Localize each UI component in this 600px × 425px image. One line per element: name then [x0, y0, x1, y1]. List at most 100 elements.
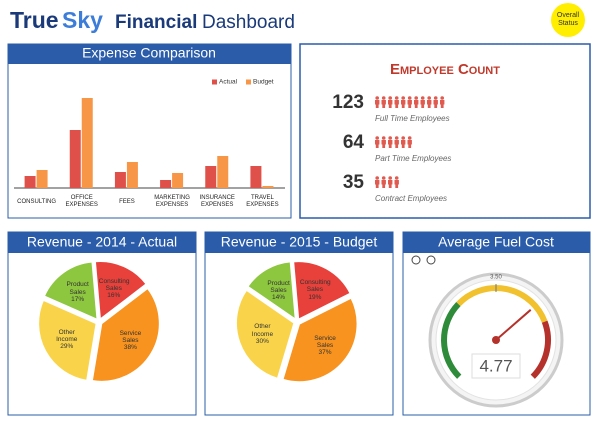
person-body — [388, 140, 393, 148]
person-body — [388, 180, 393, 188]
x-tick-label: CONSULTING — [17, 198, 57, 205]
legend-swatch — [212, 79, 217, 85]
panel-title: Average Fuel Cost — [438, 234, 554, 250]
person-head — [401, 96, 406, 100]
panel — [7, 43, 292, 219]
pie-slice — [91, 287, 161, 383]
status-label: Overall Status — [556, 12, 580, 27]
gauge-band — [441, 301, 462, 379]
gauge-tick-label: 3.50 — [490, 275, 502, 281]
person-head — [427, 96, 432, 100]
slice-label-box: Product Sales 17% — [58, 278, 98, 306]
x-tick: OFFICE EXPENSES — [59, 191, 104, 213]
employee-count: 64 — [343, 132, 365, 153]
settings-icon[interactable] — [411, 255, 421, 265]
person-body — [401, 140, 406, 148]
gauge-value: 4.77 — [479, 356, 512, 375]
person-head — [388, 136, 393, 140]
pie-slice — [246, 260, 297, 321]
person-head — [433, 96, 438, 100]
slice-value: 17% — [71, 295, 85, 303]
person-body — [381, 180, 386, 188]
person-head — [381, 176, 386, 180]
brand-true: True — [10, 7, 59, 33]
person-head — [388, 176, 393, 180]
bar — [160, 180, 172, 188]
panel — [299, 43, 591, 219]
bar — [217, 156, 229, 188]
pie-slice — [37, 299, 98, 382]
person-body — [388, 100, 393, 108]
x-tick: MARKETING EXPENSES — [154, 195, 190, 208]
status: Overall Status — [556, 12, 580, 27]
panel-header — [8, 44, 291, 64]
x-tick: CONSULTING — [14, 191, 59, 213]
x-tick-box: CONSULTING — [14, 191, 59, 213]
person-head — [388, 96, 393, 100]
person-body — [375, 180, 380, 188]
status-light[interactable] — [551, 3, 585, 37]
person-body — [394, 180, 399, 188]
employee-icons — [375, 96, 445, 108]
slice-value: 37% — [318, 349, 332, 357]
employee-label: Contract Employees — [375, 194, 447, 203]
person-head — [381, 136, 386, 140]
person-head — [420, 96, 425, 100]
slice-value: 14% — [272, 293, 286, 301]
slice-name: Service Sales — [119, 330, 142, 345]
pie-slice — [94, 260, 148, 321]
person-head — [394, 176, 399, 180]
bar — [69, 130, 81, 188]
slice-name: Product Sales — [66, 281, 89, 296]
slice-value: 38% — [123, 344, 137, 352]
x-tick-label: TRAVEL EXPENSES — [246, 195, 279, 208]
bar — [114, 172, 126, 188]
x-tick-label: MARKETING EXPENSES — [154, 195, 190, 208]
slice-value: 30% — [255, 337, 269, 345]
slice-label-box: Other Income 29% — [47, 325, 87, 353]
panel-title: Revenue - 2014 - Actual — [27, 234, 177, 250]
slice-label-box: Service Sales 38% — [110, 327, 150, 355]
pie-slice — [43, 260, 99, 321]
employee-icons — [375, 176, 399, 188]
slice-label-box: Consulting Sales 16% — [94, 274, 134, 302]
employee-label: Full Time Employees — [375, 114, 450, 123]
help-icon[interactable] — [426, 255, 436, 265]
person-head — [394, 136, 399, 140]
person-body — [394, 140, 399, 148]
pie-slice — [235, 289, 296, 380]
panel-title: Expense Comparison — [82, 45, 216, 61]
person-body — [433, 100, 438, 108]
slice-value: 29% — [60, 342, 74, 350]
x-tick: TRAVEL EXPENSES — [246, 195, 279, 208]
bar — [126, 162, 138, 188]
slice-label-box: Service Sales 37% — [305, 332, 345, 360]
person-body — [394, 100, 399, 108]
person-head — [407, 136, 412, 140]
title: Dashboard — [202, 12, 295, 33]
person-body — [407, 140, 412, 148]
person-body — [381, 100, 386, 108]
legend-label: Actual — [219, 79, 238, 86]
person-head — [440, 96, 445, 100]
employee-count: 35 — [343, 172, 365, 193]
person-head — [394, 96, 399, 100]
bar — [172, 173, 184, 188]
slice-label-box: Consulting Sales 19% — [295, 276, 335, 304]
pie-slice — [281, 296, 358, 383]
brand-sky: Sky — [62, 7, 103, 33]
bar — [262, 186, 274, 188]
employee-icons — [375, 136, 412, 148]
x-tick-box: INSURANCE EXPENSES — [195, 191, 240, 213]
person-body — [420, 100, 425, 108]
person-body — [427, 100, 432, 108]
x-tick-box: OFFICE EXPENSES — [59, 191, 104, 213]
bar — [36, 170, 48, 188]
